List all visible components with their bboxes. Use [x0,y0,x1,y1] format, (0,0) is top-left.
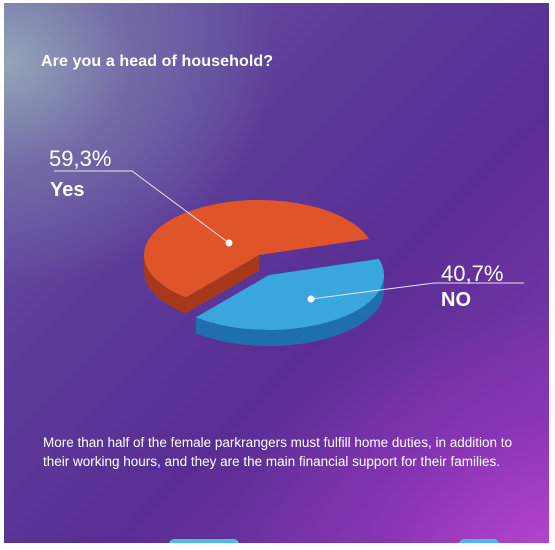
slice-no [195,258,384,330]
slice-yes [143,199,369,298]
decorative-shape [459,539,499,543]
slice-yes-label: Yes [50,179,85,201]
slice-yes-side [144,255,186,314]
chart-caption: More than half of the female parkrangers… [43,435,512,469]
slice-yes-leader-line [54,170,230,244]
chart-title: Are you a head of household? [41,53,274,70]
slice-no-dot [307,295,315,303]
slice-yes-cut-side [185,255,259,314]
slice-no-percent: 40,7% [441,261,504,286]
slice-no-leader-line [310,282,524,300]
slice-yes-dot [225,239,233,247]
infographic-panel: Are you a head of household? 59,3% Yes 4… [4,3,549,543]
slice-no-label: NO [441,289,471,311]
pie-chart [54,170,524,346]
slice-yes-percent: 59,3% [49,146,112,171]
decorative-shape [169,539,239,543]
slice-no-side [195,275,384,346]
